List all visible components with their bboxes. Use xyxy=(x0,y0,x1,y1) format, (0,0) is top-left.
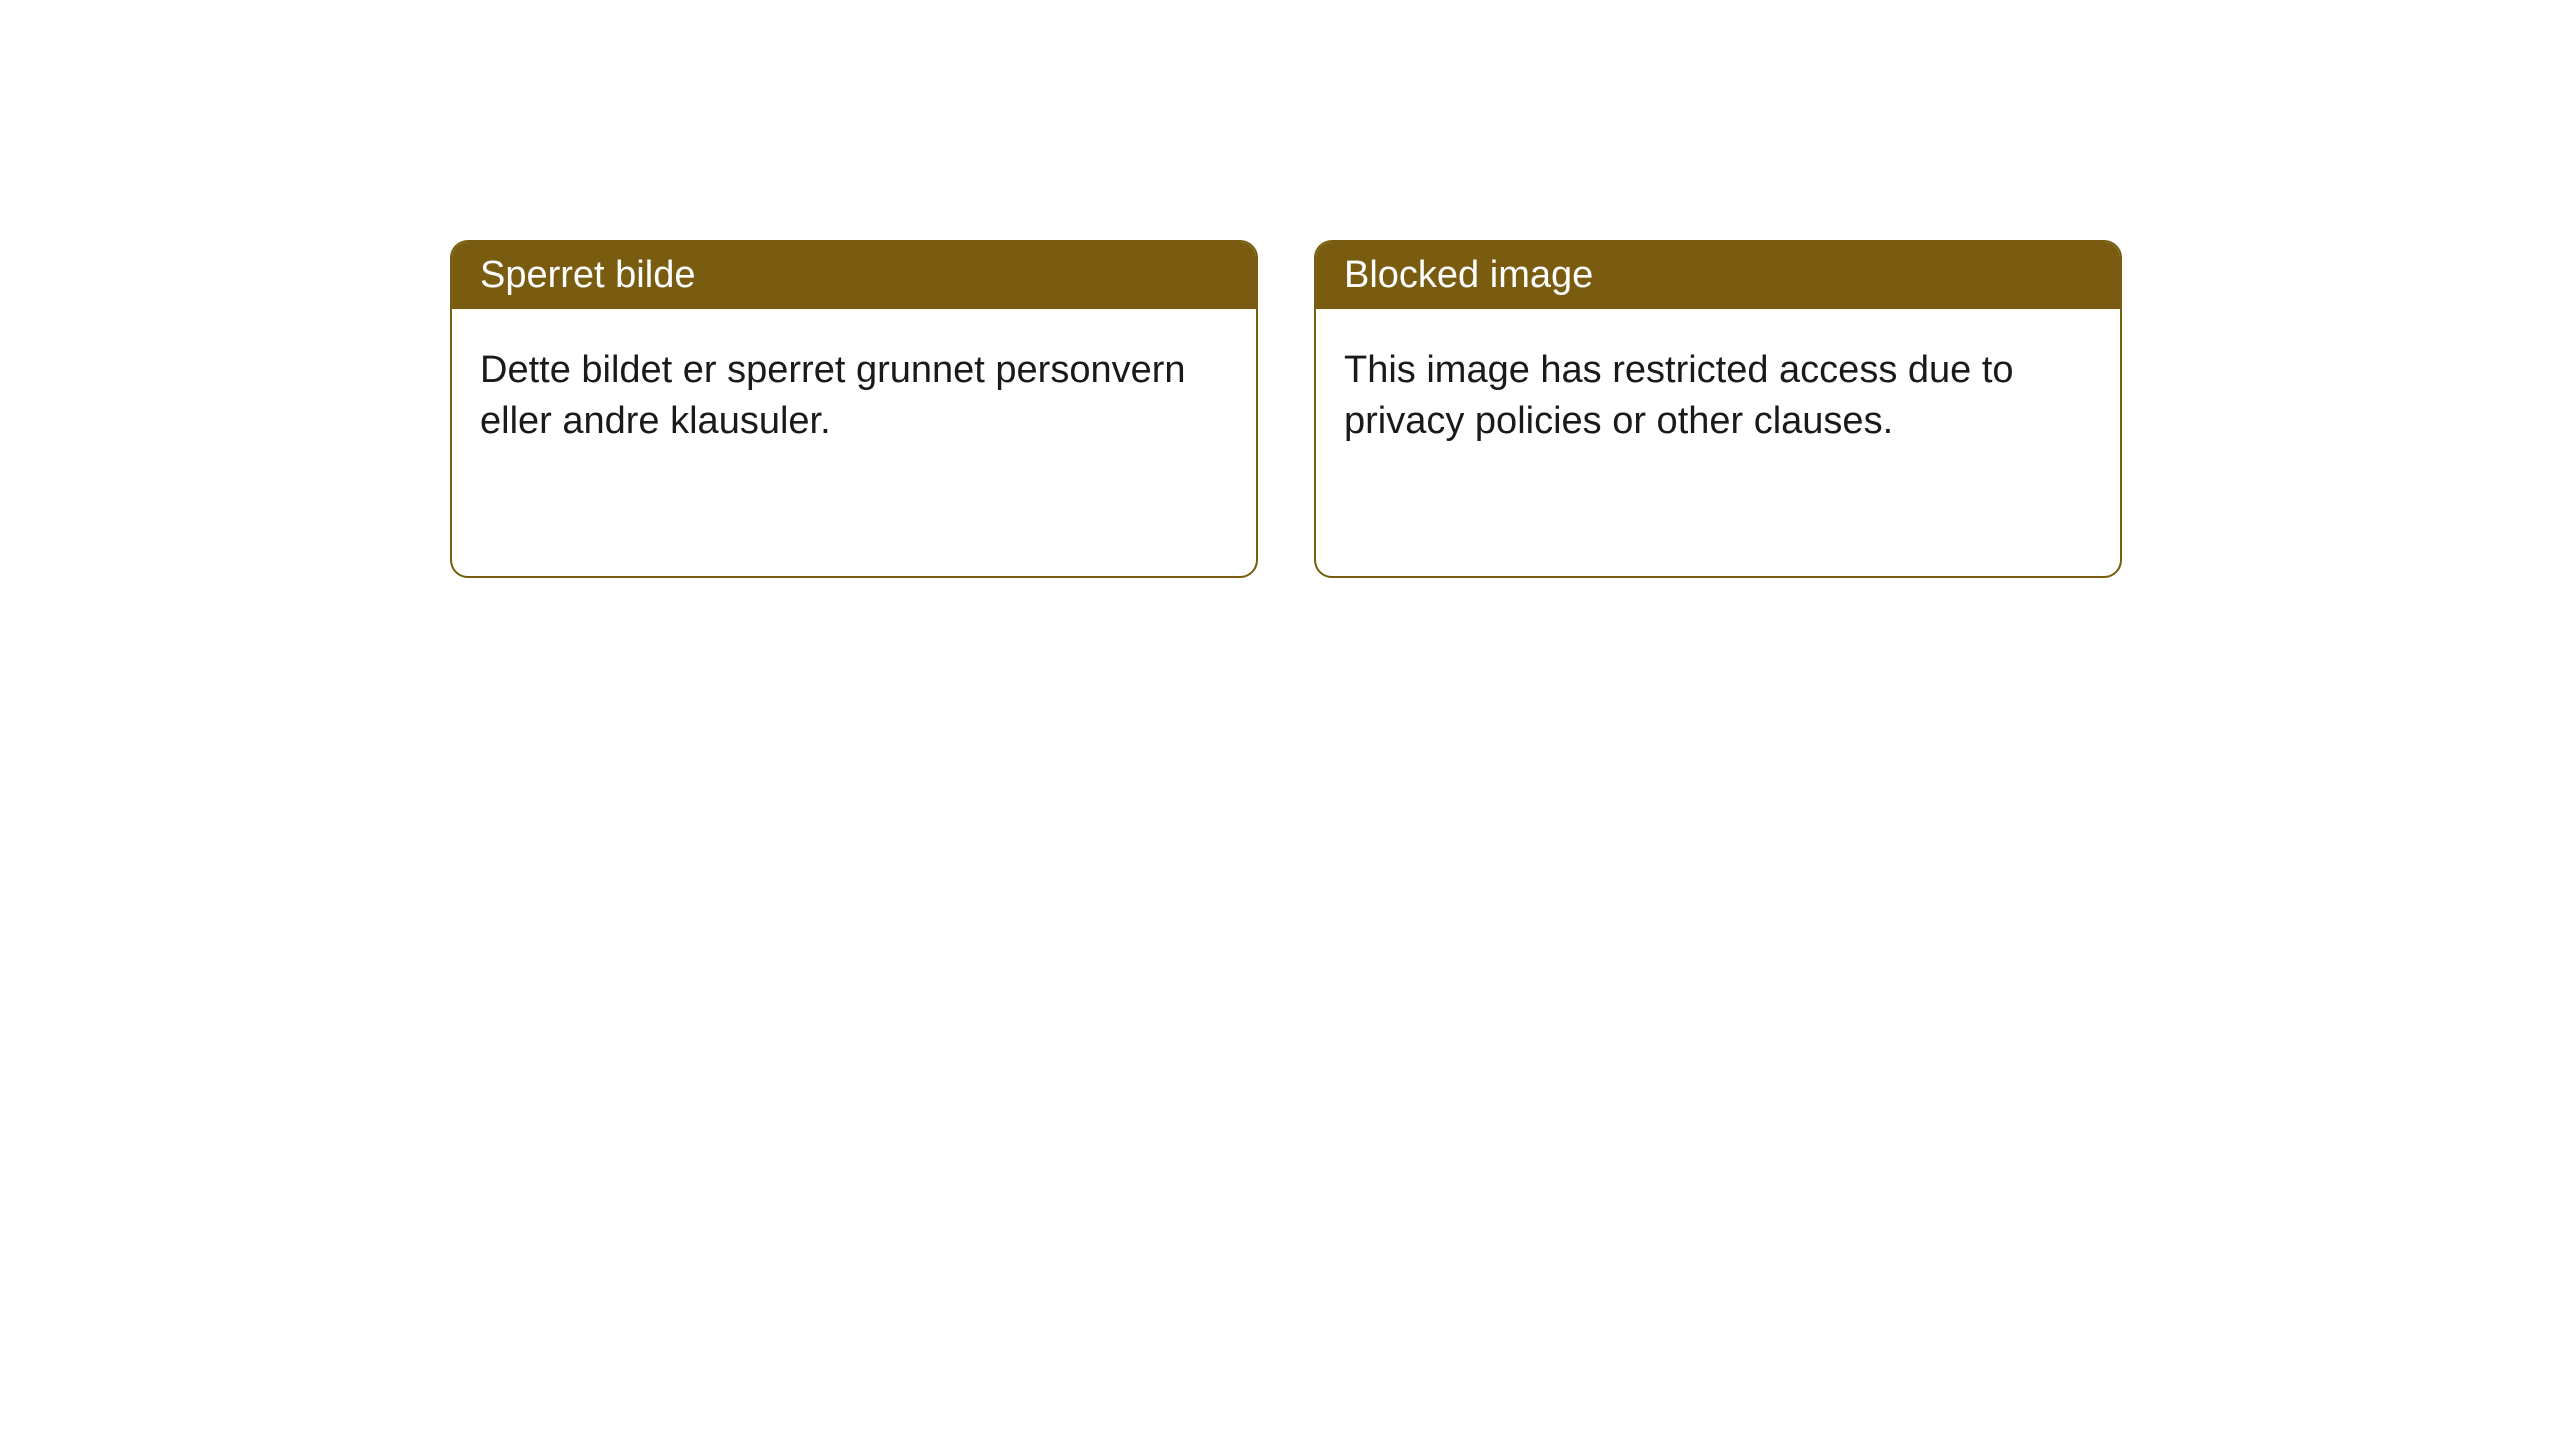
notice-body-en: This image has restricted access due to … xyxy=(1316,309,2120,484)
notice-title-no: Sperret bilde xyxy=(452,242,1256,309)
notice-title-en: Blocked image xyxy=(1316,242,2120,309)
notice-card-en: Blocked image This image has restricted … xyxy=(1314,240,2122,578)
notice-container: Sperret bilde Dette bildet er sperret gr… xyxy=(0,0,2560,578)
notice-body-no: Dette bildet er sperret grunnet personve… xyxy=(452,309,1256,484)
notice-card-no: Sperret bilde Dette bildet er sperret gr… xyxy=(450,240,1258,578)
